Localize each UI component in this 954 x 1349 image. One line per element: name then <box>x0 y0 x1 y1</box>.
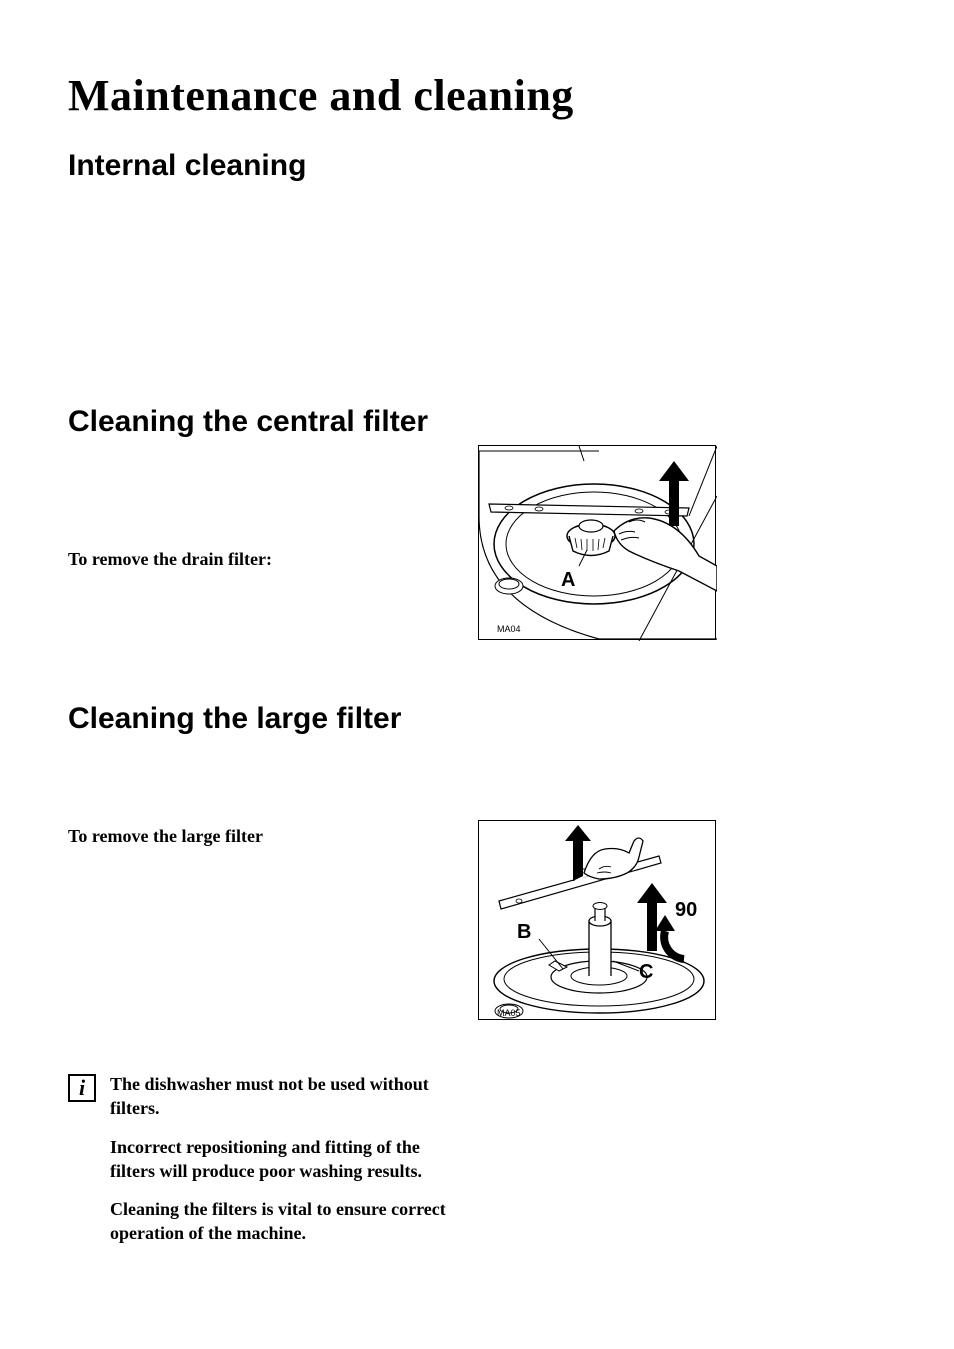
figure-drain-filter: A MA04 <box>478 445 716 640</box>
spacer <box>68 439 886 549</box>
info-paragraph-1: The dishwasher must not be used without … <box>110 1072 448 1121</box>
figure2-label-90: 90 <box>675 899 697 922</box>
figure1-label-a: A <box>561 569 575 592</box>
section-internal-cleaning: Internal cleaning <box>68 149 886 183</box>
figure-large-filter: B C 90 MA05 <box>478 820 716 1020</box>
drain-filter-illustration <box>479 446 717 641</box>
remove-large-filter-label: To remove the large filter <box>68 826 886 847</box>
info-icon: i <box>68 1074 96 1102</box>
section-central-filter: Cleaning the central filter <box>68 405 886 439</box>
info-text: The dishwasher must not be used without … <box>110 1072 448 1260</box>
figure2-label-c: C <box>639 961 653 984</box>
spacer <box>68 570 886 660</box>
figure2-label-b: B <box>517 921 531 944</box>
figure2-ma-label: MA05 <box>497 1008 521 1018</box>
spacer <box>68 736 886 826</box>
info-paragraph-2: Incorrect repositioning and fitting of t… <box>110 1135 448 1184</box>
info-block: i The dishwasher must not be used withou… <box>68 1072 448 1260</box>
section-large-filter: Cleaning the large filter <box>68 702 886 736</box>
spacer <box>68 183 886 363</box>
page-title: Maintenance and cleaning <box>68 70 886 121</box>
spacer <box>68 847 886 1072</box>
info-paragraph-3: Cleaning the filters is vital to ensure … <box>110 1197 448 1246</box>
figure1-ma-label: MA04 <box>497 624 521 634</box>
remove-drain-filter-label: To remove the drain filter: <box>68 549 886 570</box>
